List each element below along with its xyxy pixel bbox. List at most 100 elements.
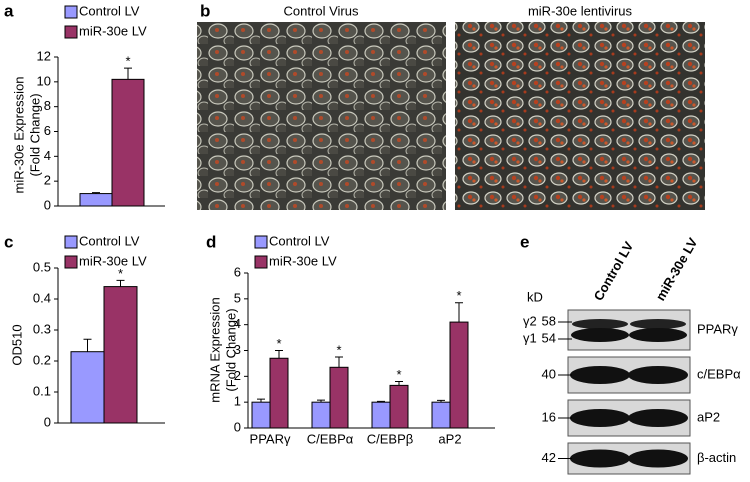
blot-band bbox=[628, 409, 688, 427]
blot-marker-kd: 16 bbox=[542, 409, 556, 424]
bar bbox=[389, 384, 409, 429]
legend-swatch bbox=[64, 255, 78, 269]
error-bar bbox=[116, 279, 125, 287]
y-tick-label: 2 bbox=[234, 368, 241, 383]
y-tick-label: 8 bbox=[44, 98, 51, 113]
error-bar bbox=[257, 398, 265, 403]
error-bar bbox=[124, 67, 132, 80]
y-tick-label: 0 bbox=[44, 414, 51, 429]
y-tick-label: 6 bbox=[44, 123, 51, 138]
y-axis-label: mRNA Expression bbox=[207, 297, 222, 402]
bar bbox=[79, 193, 113, 207]
micrograph-title: miR-30e lentivirus bbox=[528, 3, 633, 18]
blot-marker-kd: 58 bbox=[542, 313, 556, 328]
bar bbox=[103, 286, 138, 424]
panel-letter: e bbox=[520, 232, 529, 251]
bar bbox=[269, 357, 289, 429]
significance-mark: * bbox=[396, 367, 401, 382]
blot-row-label: PPARγ bbox=[697, 321, 738, 336]
blot-band bbox=[570, 449, 630, 468]
blot-row-label: aP2 bbox=[697, 409, 720, 424]
bar bbox=[371, 401, 391, 429]
bar bbox=[431, 401, 451, 429]
error-bar bbox=[437, 399, 445, 403]
y-tick-label: 1 bbox=[234, 394, 241, 409]
legend-swatch bbox=[254, 235, 268, 249]
micrograph-title: Control Virus bbox=[284, 3, 359, 18]
significance-mark: * bbox=[276, 336, 281, 351]
legend-swatch bbox=[64, 5, 78, 19]
legend-label: Control LV bbox=[269, 233, 330, 248]
y-tick-label: 4 bbox=[234, 316, 241, 331]
y-tick-label: 0.2 bbox=[33, 352, 51, 367]
y-tick-label: 0 bbox=[44, 197, 51, 212]
y-tick-label: 6 bbox=[234, 264, 241, 279]
y-tick-label: 0.1 bbox=[33, 383, 51, 398]
y-tick-label: 0.3 bbox=[33, 321, 51, 336]
blot-band bbox=[629, 328, 687, 342]
blot-band bbox=[572, 319, 628, 329]
legend-label: Control LV bbox=[79, 3, 140, 18]
panel-letter: a bbox=[4, 1, 14, 20]
legend-swatch bbox=[254, 255, 268, 269]
y-axis-label: miR-30e Expression bbox=[11, 76, 26, 193]
panel-letter: d bbox=[206, 232, 216, 251]
blot-band bbox=[570, 409, 630, 427]
y-tick-label: 4 bbox=[44, 148, 51, 163]
blot-band bbox=[628, 366, 688, 384]
y-tick-label: 0 bbox=[234, 419, 241, 434]
x-tick-label: C/EBPα bbox=[307, 431, 354, 446]
bar bbox=[111, 78, 145, 207]
blot-marker-kd: 54 bbox=[542, 330, 556, 345]
significance-mark: * bbox=[118, 266, 123, 281]
y-tick-label: 10 bbox=[37, 73, 51, 88]
legend-label: Control LV bbox=[79, 233, 140, 248]
y-tick-label: 0.4 bbox=[33, 290, 51, 305]
error-bar bbox=[92, 192, 100, 194]
y-axis-label: (Fold Change) bbox=[223, 308, 238, 391]
error-bar bbox=[377, 400, 385, 403]
blot-band bbox=[628, 449, 688, 468]
blot-band bbox=[630, 319, 686, 329]
y-tick-label: 2 bbox=[44, 173, 51, 188]
bar bbox=[329, 366, 349, 429]
bar bbox=[70, 351, 105, 424]
blot-marker-kd: 42 bbox=[542, 450, 556, 465]
blot-band bbox=[571, 328, 629, 342]
y-axis-label: (Fold Change) bbox=[27, 93, 42, 176]
blot-unit: kD bbox=[527, 289, 543, 304]
legend-label: miR-30e LV bbox=[79, 253, 147, 268]
legend-swatch bbox=[64, 235, 78, 249]
error-bar bbox=[335, 356, 343, 368]
blot-band bbox=[570, 366, 630, 384]
blot-marker-kd: 40 bbox=[542, 366, 556, 381]
y-tick-label: 3 bbox=[234, 342, 241, 357]
error-bar bbox=[455, 302, 463, 323]
bar bbox=[449, 321, 469, 429]
x-tick-label: PPARγ bbox=[250, 431, 291, 446]
error-bar bbox=[275, 350, 283, 359]
legend-label: miR-30e LV bbox=[79, 23, 147, 38]
y-tick-label: 12 bbox=[37, 48, 51, 63]
error-bar bbox=[317, 399, 325, 403]
significance-mark: * bbox=[125, 54, 130, 69]
significance-mark: * bbox=[336, 342, 341, 357]
x-tick-label: aP2 bbox=[438, 431, 461, 446]
legend-label: miR-30e LV bbox=[269, 253, 337, 268]
blot-row-label: β-actin bbox=[697, 450, 736, 465]
error-bar bbox=[83, 338, 92, 352]
y-tick-label: 5 bbox=[234, 290, 241, 305]
legend-swatch bbox=[64, 25, 78, 39]
panel-letter: c bbox=[4, 232, 13, 251]
micrograph-control bbox=[197, 22, 446, 210]
blot-row-label: c/EBPα bbox=[697, 366, 741, 381]
panel-letter: b bbox=[200, 1, 210, 20]
error-bar bbox=[395, 381, 403, 386]
bar bbox=[251, 401, 271, 429]
x-tick-label: C/EBPβ bbox=[367, 431, 414, 446]
significance-mark: * bbox=[456, 288, 461, 303]
bar bbox=[311, 401, 331, 429]
blot-column-label: Control LV bbox=[591, 239, 637, 303]
